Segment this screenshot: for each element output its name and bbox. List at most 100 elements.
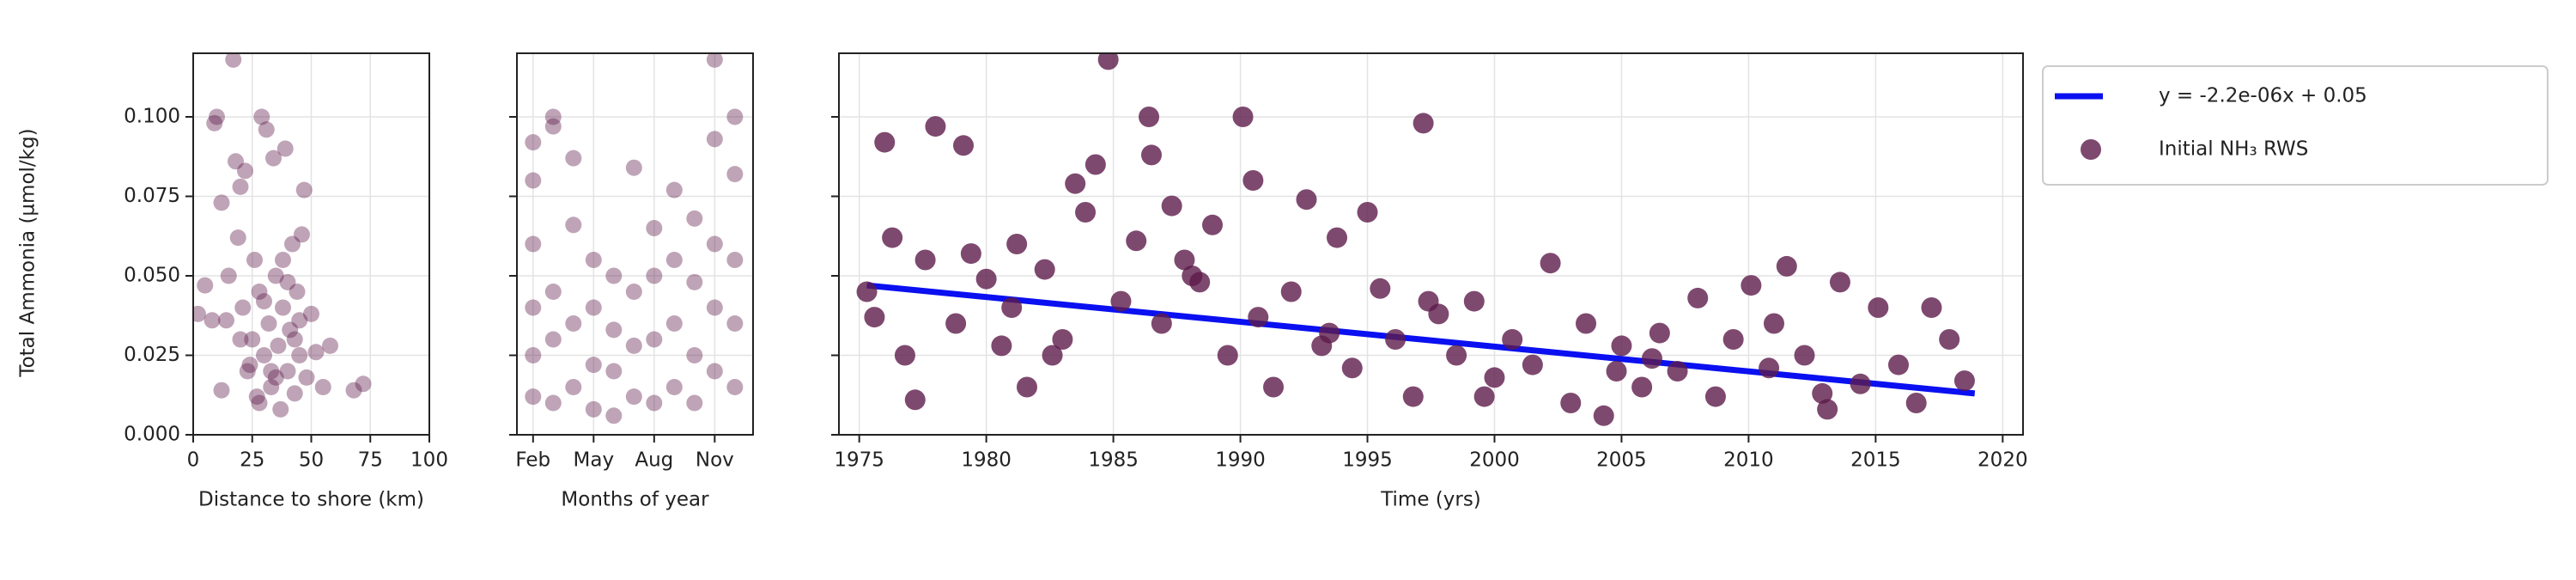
scatter-point <box>585 357 602 374</box>
scatter-point <box>265 150 282 167</box>
plot-marks <box>193 53 372 418</box>
scatter-point <box>279 273 296 290</box>
scatter-point <box>1001 297 1023 318</box>
y-tick-label: 0.000 <box>124 424 180 446</box>
scatter-point <box>726 315 744 332</box>
scatter-point <box>1097 53 1119 70</box>
scatter-point <box>246 252 263 268</box>
scatter-point <box>991 335 1012 357</box>
scatter-point <box>234 299 252 316</box>
scatter-point <box>945 313 967 334</box>
scatter-point <box>291 312 308 329</box>
scatter-point <box>307 344 325 361</box>
scatter-point <box>544 394 562 412</box>
scatter-point <box>856 281 878 302</box>
scatter-point <box>1202 214 1224 235</box>
scatter-point <box>605 363 623 380</box>
scatter-point <box>1759 357 1780 379</box>
x-tick-label: 2015 <box>1850 449 1901 472</box>
scatter-point <box>665 315 683 332</box>
scatter-point <box>1296 189 1317 211</box>
scatter-point <box>1502 329 1523 350</box>
x-tick-label: 1985 <box>1088 449 1139 472</box>
scatter-point <box>1418 290 1439 312</box>
scatter-point <box>241 357 258 374</box>
scatter-point <box>525 388 542 406</box>
scatter-point <box>1522 354 1543 375</box>
scatter-point <box>1248 307 1269 328</box>
scatter-point <box>289 284 306 300</box>
scatter-point <box>1667 361 1688 382</box>
scatter-point <box>1280 281 1302 302</box>
scatter-point <box>665 181 683 198</box>
scatter-point <box>1402 386 1424 407</box>
legend-label: Initial NH₃ RWS <box>2159 138 2308 161</box>
scatter-point <box>1357 202 1378 223</box>
scatter-point <box>1868 297 1889 318</box>
scatter-point <box>225 53 242 68</box>
x-tick-label: 100 <box>410 449 448 472</box>
x-tick-label: 1975 <box>834 449 884 472</box>
x-tick-label: 1980 <box>961 449 1012 472</box>
scatter-point <box>1606 361 1627 382</box>
scatter-point <box>1463 290 1485 312</box>
scatter-point <box>251 394 268 412</box>
scatter-point <box>1075 202 1097 223</box>
scatter-point <box>206 114 223 131</box>
scatter-point <box>1817 399 1838 420</box>
x-tick-label: 2020 <box>1978 449 2028 472</box>
scatter-point <box>1242 170 1264 191</box>
scatter-point <box>565 315 582 332</box>
scatter-point <box>275 299 291 316</box>
scatter-point <box>1631 376 1653 398</box>
x-tick-label: May <box>574 449 615 472</box>
scatter-point <box>1232 107 1254 127</box>
scatter-point <box>726 108 744 125</box>
scatter-point <box>237 162 253 180</box>
scatter-point <box>1484 367 1505 388</box>
subplot: 0.000 0.025 0.050 0.075 0.100 0 25 50 75 100 Dista… <box>17 52 448 511</box>
scatter-point <box>1084 154 1106 175</box>
scatter-point <box>251 284 268 300</box>
scatter-point <box>706 53 723 68</box>
scatter-point <box>1641 348 1662 369</box>
scatter-point <box>286 331 303 348</box>
legend: y = -2.2e-06x + 0.05 Initial NH₃ RWS <box>2042 65 2549 186</box>
legend-swatch <box>2081 139 2101 160</box>
scatter-point <box>298 369 315 386</box>
legend-label: y = -2.2e-06x + 0.05 <box>2159 85 2367 107</box>
scatter-point <box>1704 386 1726 407</box>
scatter-point <box>248 388 265 406</box>
scatter-point <box>1065 173 1086 194</box>
scatter-point <box>1319 322 1340 344</box>
scatter-point <box>1812 382 1833 404</box>
scatter-point <box>1687 287 1709 308</box>
scatter-point <box>726 252 744 268</box>
x-axis-label: Distance to shore (km) <box>198 489 424 511</box>
x-tick-label: 1995 <box>1342 449 1393 472</box>
scatter-point <box>1263 376 1285 398</box>
scatter-point <box>706 299 723 316</box>
scatter-point <box>1182 266 1203 286</box>
scatter-point <box>267 369 284 386</box>
plot-marks <box>525 53 744 424</box>
x-tick-label: 75 <box>358 449 383 472</box>
y-tick-label: 0.075 <box>124 185 180 207</box>
x-axis-label: Time (yrs) <box>1380 489 1481 511</box>
scatter-point <box>303 305 319 322</box>
scatter-point <box>625 337 642 354</box>
y-tick-label: 0.050 <box>124 265 180 287</box>
scatter-point <box>232 331 249 348</box>
scatter-point <box>646 394 663 412</box>
scatter-point <box>355 375 372 393</box>
scatter-point <box>1016 376 1037 398</box>
scatter-point <box>244 331 261 348</box>
scatter-point <box>686 394 703 412</box>
y-axis-label: Total Ammonia (µmol/kg) <box>17 128 39 377</box>
plot-marks <box>856 53 1976 426</box>
scatter-point <box>894 345 915 366</box>
scatter-point <box>953 135 975 156</box>
scatter-point <box>625 284 642 300</box>
scatter-point <box>1034 259 1055 280</box>
